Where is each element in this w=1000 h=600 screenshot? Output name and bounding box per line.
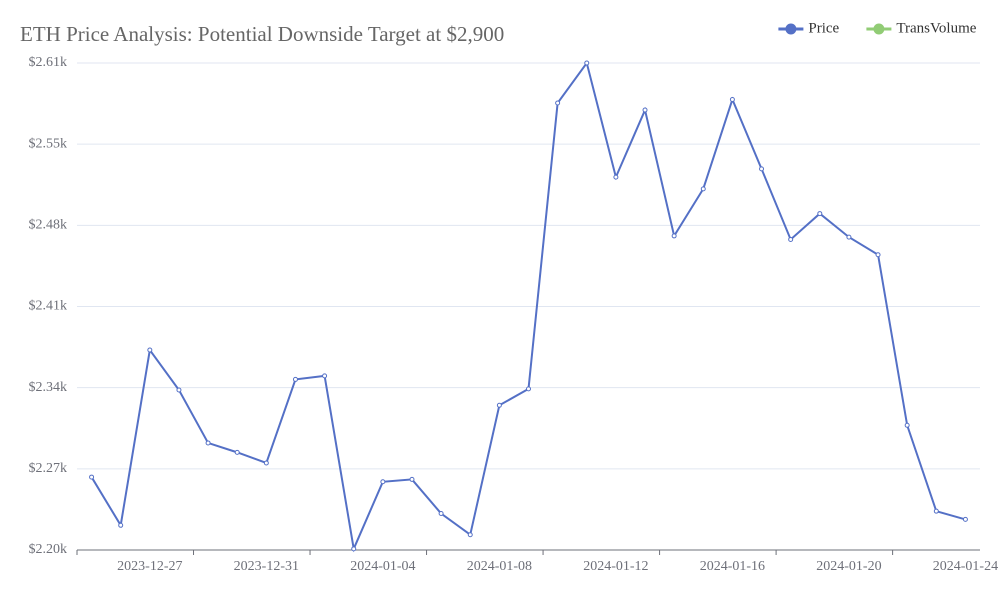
point — [176, 387, 182, 393]
legend-label: Price — [808, 20, 839, 36]
y-tick-label: $2.61k — [29, 55, 68, 70]
point — [263, 460, 269, 466]
point — [467, 532, 473, 538]
point — [817, 211, 823, 217]
y-tick-label: $2.55k — [29, 136, 68, 151]
legend-marker — [785, 23, 797, 35]
point — [788, 236, 794, 242]
point — [118, 522, 124, 528]
x-tick-label: 2024-01-08 — [467, 559, 532, 574]
point — [147, 347, 153, 353]
point — [380, 479, 386, 485]
point — [496, 402, 502, 408]
point — [351, 546, 357, 552]
point — [642, 107, 648, 113]
y-tick-label: $2.48k — [29, 218, 68, 233]
point — [526, 386, 531, 392]
point — [438, 511, 444, 517]
point — [89, 474, 95, 480]
point — [759, 166, 765, 172]
x-tick-label: 2023-12-27 — [117, 559, 182, 574]
y-tick-label: $2.27k — [29, 461, 68, 476]
point — [671, 233, 677, 239]
x-tick-label: 2024-01-24 — [933, 559, 998, 574]
point — [555, 100, 561, 106]
point — [234, 449, 240, 455]
point — [875, 252, 881, 258]
point — [904, 422, 910, 428]
legend-marker — [873, 23, 885, 35]
point — [584, 60, 590, 66]
point — [322, 373, 328, 379]
point — [700, 186, 706, 192]
point — [933, 508, 939, 514]
x-tick-label: 2024-01-16 — [700, 559, 765, 574]
x-tick-label: 2023-12-31 — [234, 559, 299, 574]
legend-label: TransVolume — [896, 20, 976, 36]
line-series — [90, 60, 966, 553]
x-tick-label: 2024-01-20 — [816, 559, 881, 574]
point — [846, 234, 852, 240]
x-tick-label: 2024-01-12 — [583, 559, 648, 574]
chart-title: ETH Price Analysis: Potential Downside T… — [20, 22, 504, 46]
point — [292, 376, 298, 382]
point — [205, 440, 211, 446]
point — [962, 516, 968, 522]
point — [409, 476, 415, 482]
x-tick-label: 2024-01-04 — [350, 559, 415, 574]
point — [613, 174, 619, 180]
y-tick-label: $2.41k — [29, 299, 68, 314]
point — [729, 96, 735, 102]
y-tick-label: $2.34k — [29, 380, 68, 395]
y-tick-label: $2.20k — [29, 542, 68, 557]
